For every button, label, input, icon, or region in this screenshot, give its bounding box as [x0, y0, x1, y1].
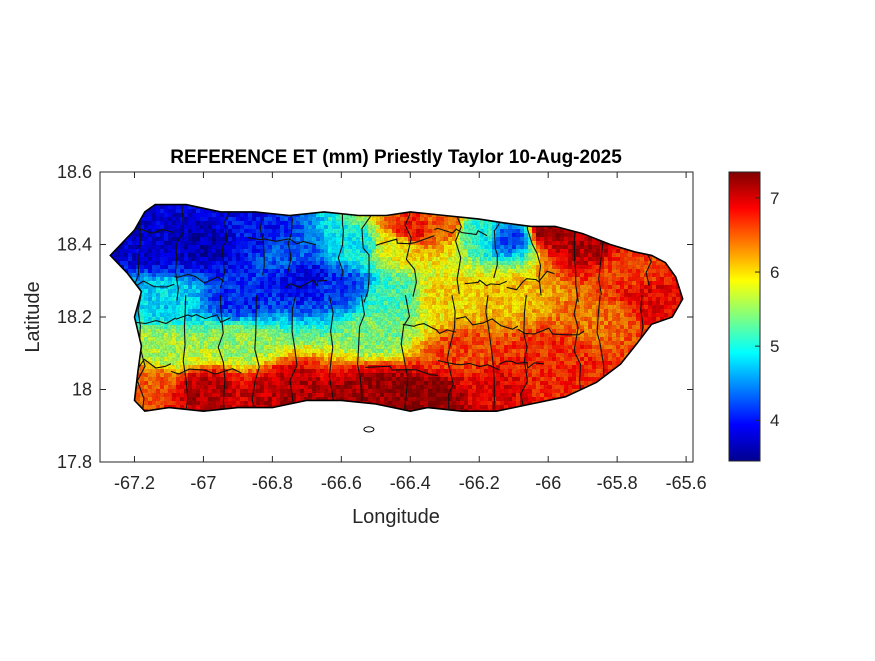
figure: -67.2 -67 -66.8 -66.6 -66.4 -66.2 -66 -65.8 -65.… [22, 147, 780, 528]
et-map-chart: -67.2 -67 -66.8 -66.6 -66.4 -66.2 -66 -65.8 -65.… [22, 147, 779, 528]
